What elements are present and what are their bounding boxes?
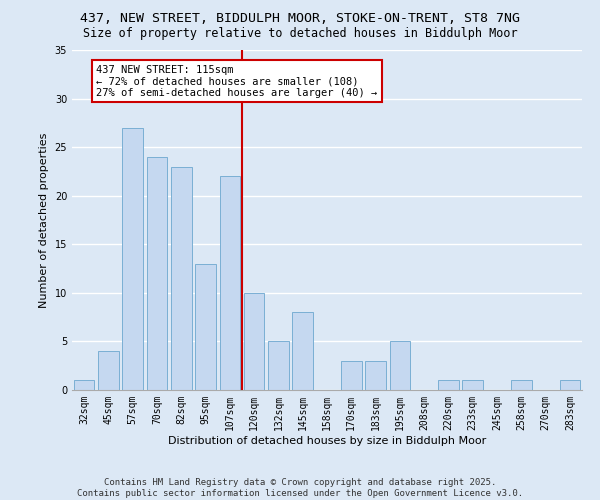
Bar (146, 157, 167, 390)
Bar (438, 380, 459, 390)
Text: 437 NEW STREET: 115sqm
← 72% of detached houses are smaller (108)
27% of semi-de: 437 NEW STREET: 115sqm ← 72% of detached… (96, 64, 377, 98)
Y-axis label: Number of detached properties: Number of detached properties (39, 132, 49, 308)
Text: Contains HM Land Registry data © Crown copyright and database right 2025.
Contai: Contains HM Land Registry data © Crown c… (77, 478, 523, 498)
Bar (389, 342, 410, 390)
Bar (220, 176, 240, 390)
Bar (268, 342, 289, 390)
Bar (195, 264, 216, 390)
Bar (122, 128, 143, 390)
Bar (511, 380, 532, 390)
Bar (244, 293, 265, 390)
X-axis label: Distribution of detached houses by size in Biddulph Moor: Distribution of detached houses by size … (168, 436, 486, 446)
Bar (98, 351, 119, 390)
Bar (74, 380, 94, 390)
Bar (171, 166, 191, 390)
Bar (341, 361, 362, 390)
Bar (365, 361, 386, 390)
Bar (560, 380, 580, 390)
Text: Size of property relative to detached houses in Biddulph Moor: Size of property relative to detached ho… (83, 28, 517, 40)
Bar (463, 380, 483, 390)
Bar (292, 312, 313, 390)
Text: 437, NEW STREET, BIDDULPH MOOR, STOKE-ON-TRENT, ST8 7NG: 437, NEW STREET, BIDDULPH MOOR, STOKE-ON… (80, 12, 520, 26)
